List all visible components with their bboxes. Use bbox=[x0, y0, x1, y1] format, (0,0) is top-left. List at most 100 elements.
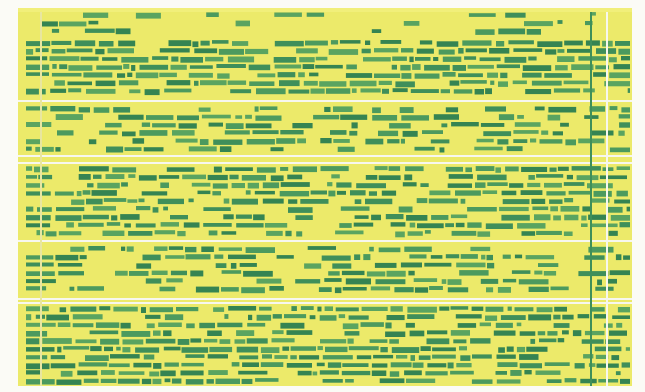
text-smear bbox=[417, 223, 444, 228]
text-smear bbox=[564, 182, 585, 186]
text-smear bbox=[217, 323, 242, 328]
text-smear bbox=[472, 307, 484, 311]
text-smear bbox=[284, 314, 306, 318]
text-smear bbox=[560, 123, 569, 127]
text-smear bbox=[299, 57, 315, 62]
text-smear bbox=[380, 378, 405, 383]
text-smear bbox=[554, 307, 567, 312]
text-smear bbox=[141, 307, 146, 313]
text-smear bbox=[324, 278, 341, 282]
text-smear bbox=[346, 73, 372, 78]
text-smear bbox=[26, 314, 31, 320]
text-smear bbox=[342, 271, 365, 275]
text-smear bbox=[517, 223, 545, 229]
text-smear bbox=[92, 190, 117, 196]
text-smear bbox=[531, 199, 545, 204]
text-smear bbox=[77, 286, 104, 291]
text-smear bbox=[150, 307, 173, 312]
text-smear bbox=[456, 263, 485, 268]
text-smear bbox=[446, 167, 463, 172]
text-smear bbox=[136, 13, 161, 19]
text-smear bbox=[343, 287, 367, 291]
text-smear bbox=[582, 206, 591, 211]
text-smear bbox=[470, 247, 490, 251]
text-smear bbox=[205, 57, 223, 62]
text-smear bbox=[220, 146, 232, 152]
text-smear bbox=[483, 190, 498, 194]
text-smear bbox=[68, 88, 81, 92]
text-smear bbox=[362, 49, 371, 54]
text-smear bbox=[620, 379, 630, 384]
text-smear bbox=[59, 64, 67, 69]
text-smear bbox=[232, 362, 240, 366]
text-smear bbox=[411, 89, 439, 93]
text-smear bbox=[461, 199, 466, 204]
text-smear bbox=[259, 307, 272, 311]
text-smear bbox=[499, 114, 514, 120]
text-smear bbox=[60, 307, 67, 312]
text-smear bbox=[163, 207, 168, 211]
text-smear bbox=[311, 89, 325, 94]
text-smear bbox=[501, 215, 529, 221]
text-smear bbox=[118, 115, 143, 120]
text-smear bbox=[248, 183, 259, 189]
text-smear bbox=[295, 215, 312, 220]
text-smear bbox=[121, 331, 150, 337]
text-smear bbox=[404, 21, 420, 26]
text-smear bbox=[627, 207, 630, 212]
text-smear bbox=[87, 183, 93, 187]
text-smear bbox=[417, 49, 434, 54]
text-smear bbox=[266, 231, 283, 236]
text-smear bbox=[135, 347, 159, 352]
text-smear bbox=[235, 115, 242, 119]
text-smear bbox=[333, 139, 350, 143]
text-smear bbox=[404, 247, 432, 252]
text-smear bbox=[496, 323, 513, 328]
text-smear bbox=[165, 379, 171, 383]
text-smear bbox=[83, 215, 109, 220]
text-smear bbox=[578, 271, 608, 276]
text-smear bbox=[487, 182, 507, 186]
text-smear bbox=[529, 287, 549, 292]
text-smear bbox=[611, 355, 619, 360]
text-smear bbox=[497, 64, 520, 68]
text-smear bbox=[404, 370, 422, 375]
text-smear bbox=[508, 307, 512, 311]
text-smear bbox=[396, 355, 407, 359]
text-smear bbox=[106, 147, 123, 153]
text-smear bbox=[349, 346, 379, 350]
text-smear bbox=[83, 72, 112, 77]
text-smear bbox=[203, 223, 232, 227]
text-smear bbox=[105, 123, 122, 128]
text-smear bbox=[486, 287, 493, 292]
text-smear bbox=[409, 57, 413, 63]
text-smear bbox=[207, 331, 222, 337]
text-smear bbox=[329, 49, 358, 55]
text-smear bbox=[290, 355, 297, 359]
text-smear bbox=[567, 175, 573, 179]
text-smear bbox=[522, 73, 542, 78]
text-smear bbox=[400, 107, 414, 113]
text-smear bbox=[280, 130, 303, 134]
text-smear bbox=[487, 73, 498, 78]
text-smear bbox=[558, 20, 563, 24]
text-smear bbox=[85, 29, 115, 33]
text-smear bbox=[121, 247, 125, 251]
text-smear bbox=[297, 138, 306, 143]
text-smear bbox=[180, 57, 203, 63]
text-smear bbox=[582, 339, 604, 344]
text-smear bbox=[477, 231, 490, 236]
text-smear bbox=[410, 223, 416, 228]
text-smear bbox=[232, 199, 258, 205]
text-smear bbox=[505, 13, 525, 18]
text-smear bbox=[76, 339, 97, 343]
text-smear bbox=[26, 370, 41, 374]
text-smear bbox=[255, 116, 281, 121]
text-smear bbox=[52, 64, 56, 69]
text-smear bbox=[458, 48, 463, 54]
text-smear bbox=[349, 315, 369, 319]
text-smear bbox=[340, 115, 367, 120]
text-smear bbox=[99, 41, 114, 47]
text-smear bbox=[466, 48, 487, 52]
text-smear bbox=[186, 323, 195, 328]
